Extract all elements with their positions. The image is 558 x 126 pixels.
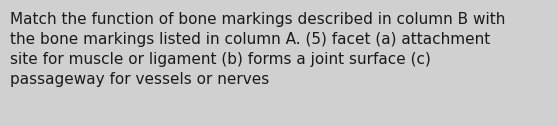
Text: Match the function of bone markings described in column B with
the bone markings: Match the function of bone markings desc…: [10, 12, 506, 87]
